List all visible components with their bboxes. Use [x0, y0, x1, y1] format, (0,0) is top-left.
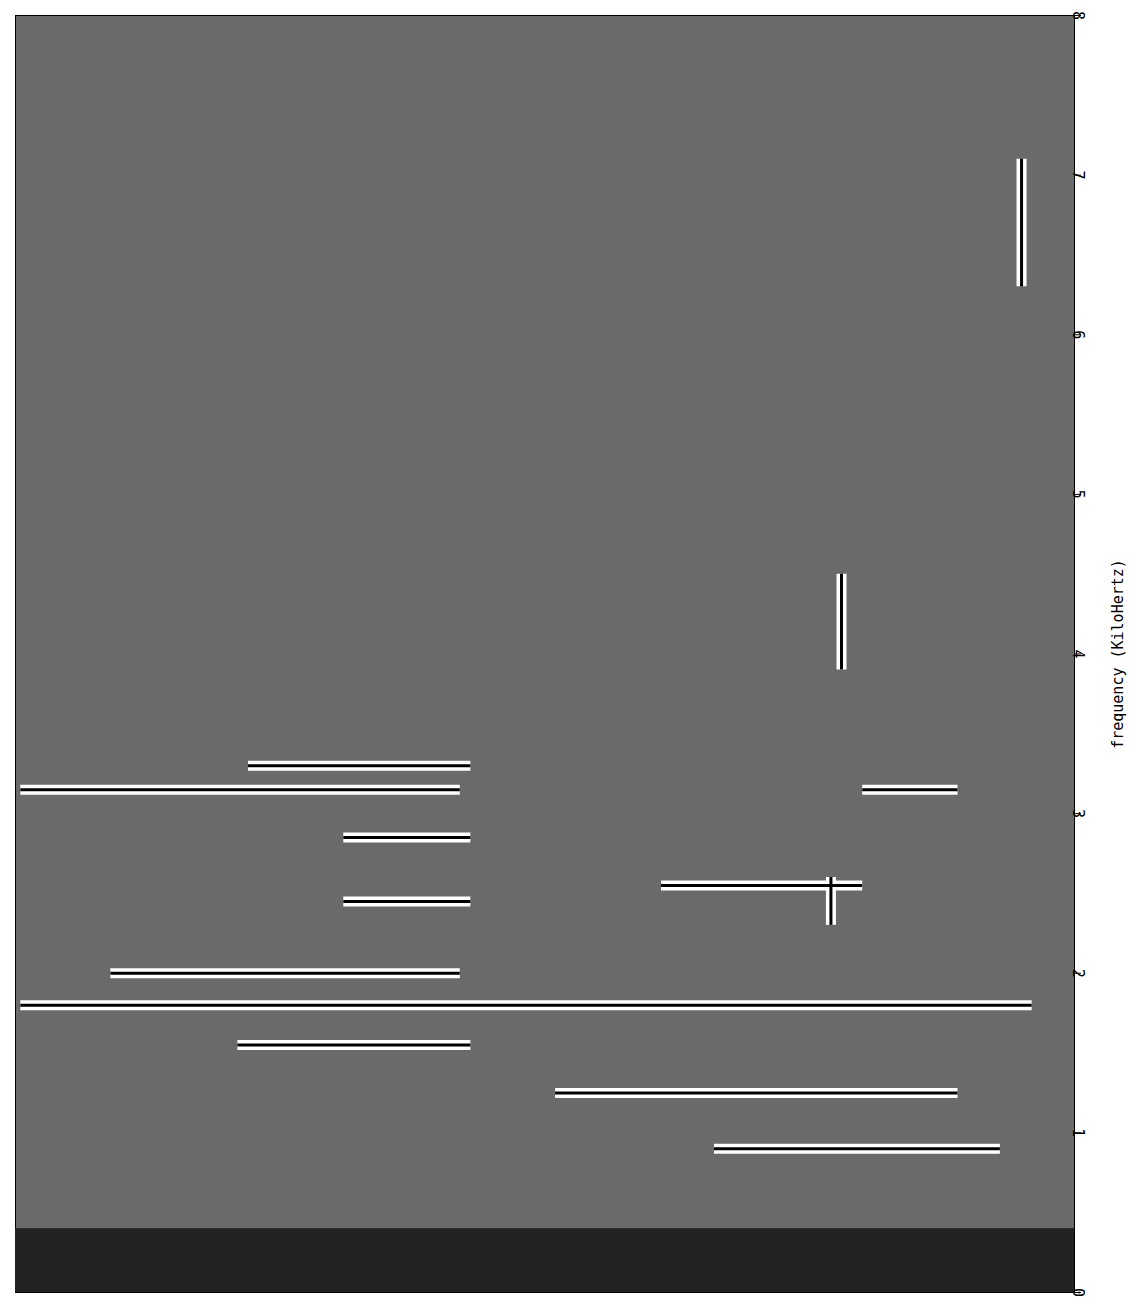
svg-text:0: 0: [1069, 1288, 1087, 1297]
svg-text:8: 8: [1069, 11, 1087, 20]
svg-text:1: 1: [1069, 1128, 1087, 1137]
svg-text:4: 4: [1069, 649, 1087, 658]
svg-text:6: 6: [1069, 330, 1087, 339]
svg-text:frequency (KiloHertz): frequency (KiloHertz): [1109, 559, 1127, 749]
svg-text:7: 7: [1069, 171, 1087, 180]
svg-text:2: 2: [1069, 969, 1087, 978]
svg-text:5: 5: [1069, 490, 1087, 499]
svg-text:3: 3: [1069, 809, 1087, 818]
